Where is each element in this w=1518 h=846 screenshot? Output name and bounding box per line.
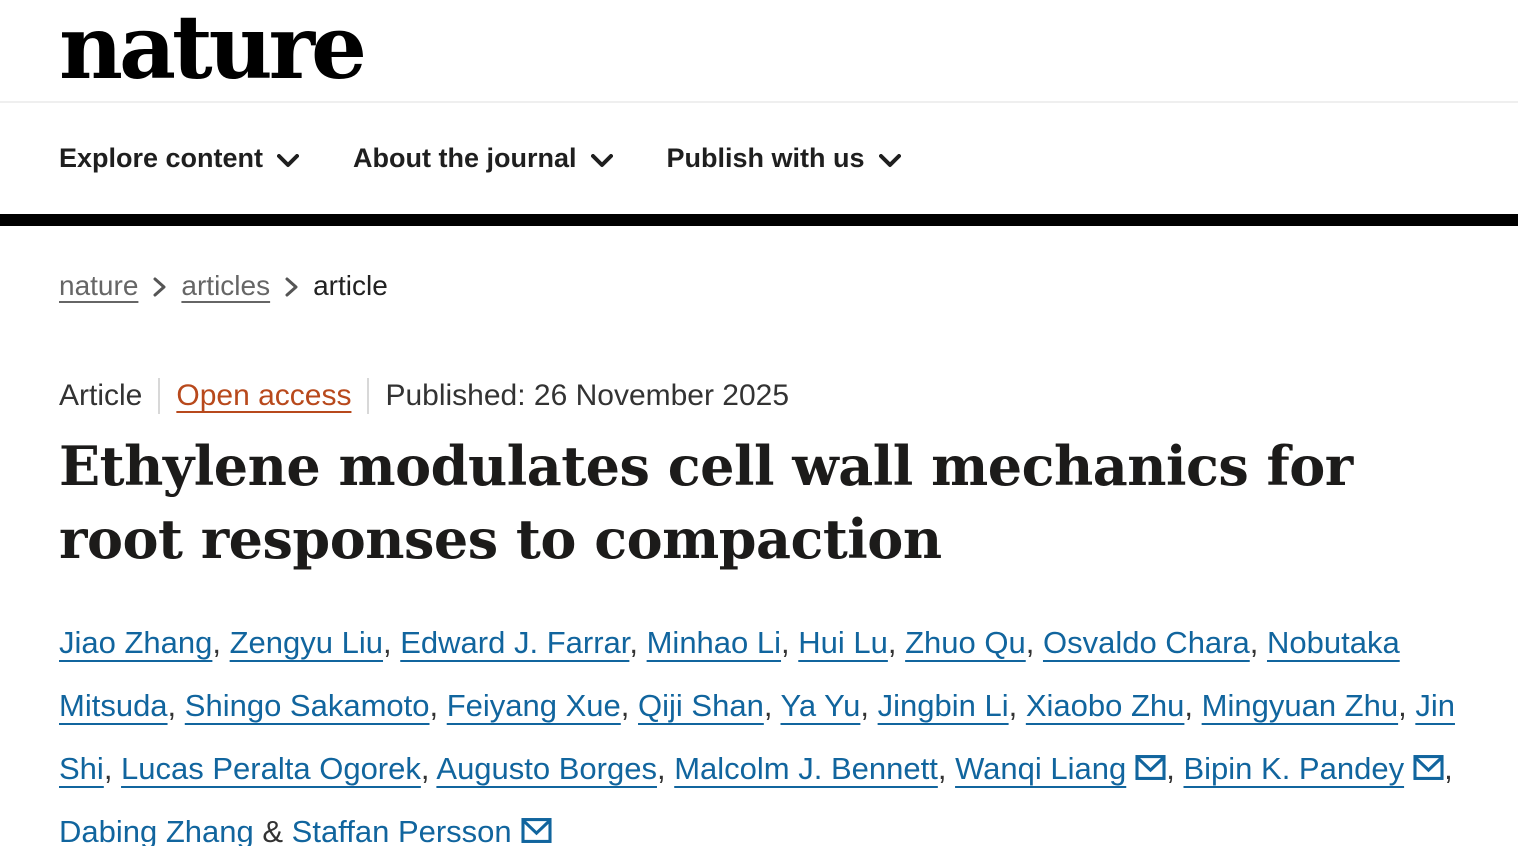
article-meta-row: Article Open access Published: 26 Novemb…	[59, 378, 1502, 414]
author-separator: ,	[1184, 687, 1202, 723]
author-separator: ,	[1398, 687, 1416, 723]
author-separator: ,	[763, 687, 781, 723]
author-link[interactable]: Augusto Borges	[436, 750, 657, 786]
author-link[interactable]: Bipin K. Pandey	[1183, 750, 1405, 786]
author-separator: ,	[103, 750, 122, 786]
author-link[interactable]: Qiji Shan	[638, 687, 764, 723]
nav-item-explore-content[interactable]: Explore content	[59, 143, 300, 174]
published-date: Published: 26 November 2025	[385, 379, 790, 412]
article-title: Ethylene modulates cell wall mechanics f…	[59, 434, 1353, 572]
breadcrumb-item-nature[interactable]: nature	[59, 270, 139, 301]
author-link[interactable]: Lucas Peralta Ogorek	[121, 750, 421, 786]
author-link[interactable]: Shingo Sakamoto	[184, 687, 430, 723]
author-link[interactable]: Jin Shi	[59, 687, 1455, 786]
chevron-down-icon	[277, 153, 300, 167]
author-separator: &	[253, 813, 292, 846]
author-separator: ,	[1008, 687, 1026, 723]
nav-item-label: Publish with us	[666, 143, 865, 173]
email-icon[interactable]	[1413, 754, 1444, 781]
article-type-label: Article	[59, 379, 143, 412]
author-separator: ,	[937, 750, 956, 786]
author-separator: ,	[620, 687, 639, 723]
author-link[interactable]: Minhao Li	[646, 624, 782, 660]
author-link[interactable]: Xiaobo Zhu	[1025, 687, 1185, 723]
author-separator: ,	[1166, 750, 1184, 786]
author-link[interactable]: Jingbin Li	[877, 687, 1009, 723]
author-separator: ,	[429, 687, 447, 723]
chevron-right-icon	[152, 275, 167, 299]
nature-logo[interactable]: nature	[59, 0, 367, 99]
author-link[interactable]: Zengyu Liu	[229, 624, 384, 660]
author-separator: ,	[167, 687, 185, 723]
author-link[interactable]: Hui Lu	[798, 624, 888, 660]
author-separator: ,	[383, 624, 401, 660]
author-link[interactable]: Feiyang Xue	[446, 687, 621, 723]
nav-item-publish-with-us[interactable]: Publish with us	[667, 143, 901, 174]
author-link[interactable]: Ya Yu	[780, 687, 861, 723]
breadcrumb-item-articles[interactable]: articles	[181, 270, 271, 301]
meta-divider	[158, 378, 161, 414]
site-header: nature Explore content About the journal P…	[0, 0, 1518, 226]
author-link[interactable]: Dabing Zhang	[59, 813, 254, 846]
author-link[interactable]: Mingyuan Zhu	[1201, 687, 1399, 723]
author-link[interactable]: Jiao Zhang	[59, 624, 213, 660]
author-link[interactable]: Zhuo Qu	[905, 624, 1026, 660]
author-list: Jiao Zhang, Zengyu Liu, Edward J. Farrar…	[59, 611, 1502, 846]
breadcrumb-item-article: article	[313, 270, 388, 301]
author-separator: ,	[420, 750, 437, 786]
chevron-right-icon	[284, 275, 299, 299]
main-nav: Explore content About the journal Publish …	[0, 103, 1518, 214]
author-link[interactable]: Wanqi Liang	[955, 750, 1127, 786]
author-separator: ,	[629, 624, 647, 660]
email-icon[interactable]	[521, 817, 552, 844]
chevron-down-icon	[878, 153, 901, 167]
nav-item-label: Explore content	[59, 143, 264, 173]
nav-item-about-the-journal[interactable]: About the journal	[353, 143, 613, 174]
author-link[interactable]: Nobutaka Mitsuda	[59, 624, 1400, 723]
chevron-down-icon	[590, 153, 613, 167]
meta-divider	[367, 378, 370, 414]
breadcrumb: nature articles article	[59, 270, 1502, 302]
author-separator: ,	[656, 750, 675, 786]
author-separator: ,	[1444, 750, 1453, 786]
author-separator: ,	[212, 624, 230, 660]
author-separator: ,	[887, 624, 906, 660]
author-separator: ,	[1025, 624, 1043, 660]
author-separator: ,	[860, 687, 878, 723]
email-icon[interactable]	[1135, 754, 1166, 781]
author-separator: ,	[781, 624, 799, 660]
open-access-link[interactable]: Open access	[176, 379, 352, 412]
author-link[interactable]: Malcolm J. Bennett	[674, 750, 938, 786]
article-page: nature articles article Article Open acces…	[0, 270, 1518, 846]
author-link[interactable]: Osvaldo Chara	[1042, 624, 1250, 660]
header-divider-bar	[0, 214, 1518, 226]
author-link[interactable]: Edward J. Farrar	[400, 624, 630, 660]
nav-item-label: About the journal	[353, 143, 577, 173]
author-separator: ,	[1249, 624, 1267, 660]
author-link[interactable]: Staffan Persson	[291, 813, 512, 846]
